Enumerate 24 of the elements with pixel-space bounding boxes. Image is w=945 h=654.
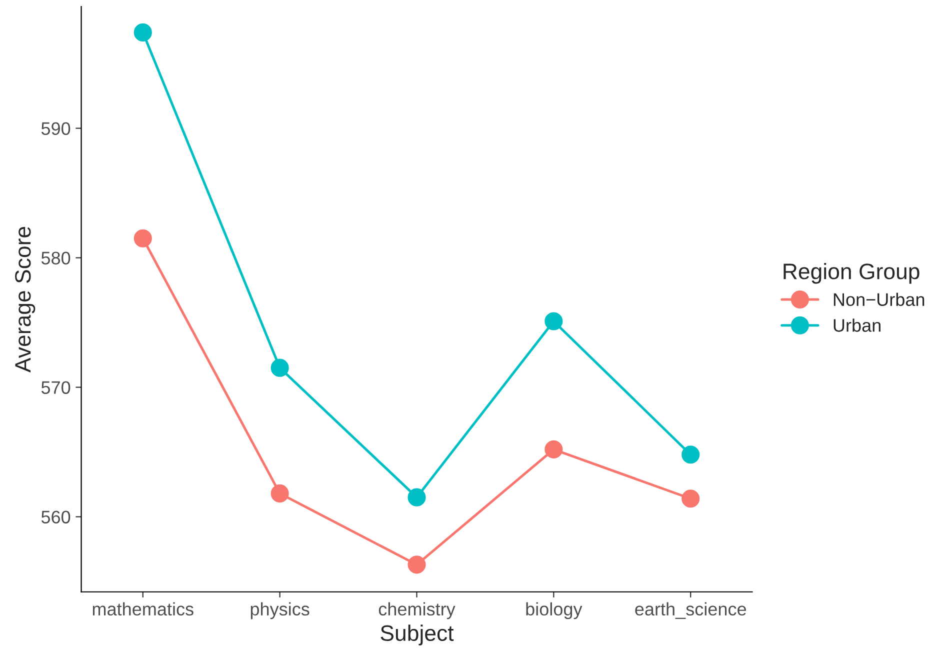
y-axis-title: Average Score <box>15 226 36 372</box>
y-tick-label: 560 <box>41 510 70 524</box>
point <box>134 229 152 248</box>
x-tick-label: mathematics <box>92 602 194 616</box>
point <box>682 446 700 464</box>
point <box>544 312 563 330</box>
point <box>408 556 426 574</box>
y-tick-label: 570 <box>41 381 70 394</box>
legend-label: Non−Urban <box>834 292 924 306</box>
legend-title: Region Group <box>784 262 920 284</box>
point <box>270 484 289 502</box>
x-axis-title: Subject <box>380 624 454 646</box>
legend-label: Urban <box>834 318 880 332</box>
point <box>270 358 289 377</box>
y-tick-label: 590 <box>41 122 70 135</box>
point <box>544 440 563 458</box>
x-tick-label: earth_science <box>635 602 746 619</box>
point <box>408 488 426 506</box>
point <box>682 490 700 508</box>
point <box>134 23 152 42</box>
x-tick-label: physics <box>250 602 310 620</box>
x-tick-label: chemistry <box>378 602 456 620</box>
x-tick-label: biology <box>526 602 582 620</box>
y-tick-label: 580 <box>41 252 70 264</box>
